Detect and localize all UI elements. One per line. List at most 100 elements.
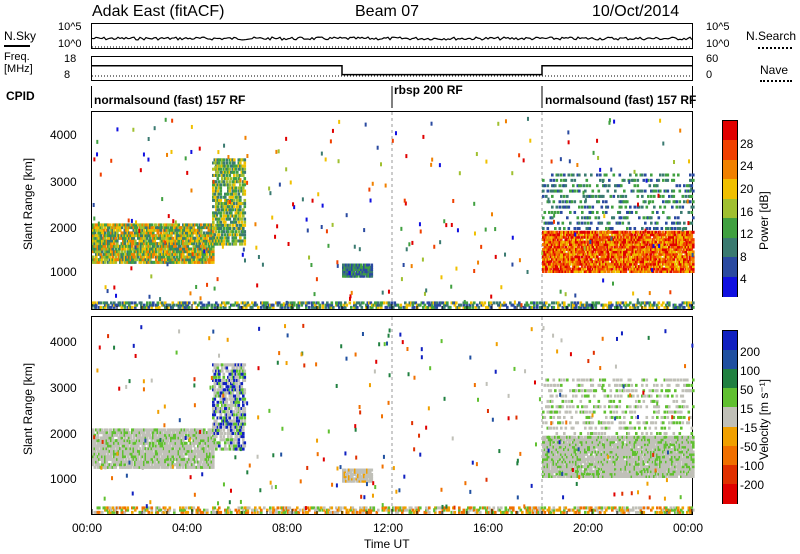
power-echo xyxy=(683,301,686,305)
power-echo xyxy=(370,272,374,276)
power-echo xyxy=(594,257,598,261)
power-echo xyxy=(166,262,169,267)
power-echo xyxy=(165,228,169,232)
power-echo xyxy=(630,260,634,264)
power-echo xyxy=(597,252,601,256)
power-echo xyxy=(354,267,357,271)
power-echo xyxy=(609,240,613,244)
power-echo xyxy=(574,293,577,298)
power-echo xyxy=(543,221,547,225)
power-echo xyxy=(642,250,646,254)
power-echo xyxy=(367,265,371,269)
power-echo xyxy=(542,178,545,182)
power-echo xyxy=(357,270,360,274)
velocity-colorbar xyxy=(722,330,738,504)
power-echo xyxy=(150,247,154,251)
power-echo xyxy=(557,210,560,214)
power-echo xyxy=(552,260,556,264)
power-echo xyxy=(404,301,407,305)
power-echo xyxy=(197,244,200,248)
power-echo xyxy=(536,301,539,305)
velocity-echo xyxy=(105,449,109,453)
power-echo xyxy=(219,202,223,206)
power-echo xyxy=(116,242,119,246)
power-echo xyxy=(639,233,643,237)
power-echo xyxy=(107,250,110,254)
nsky-left-tick-bottom: 10^0 xyxy=(58,38,82,50)
power-echo xyxy=(596,235,599,239)
power-echo xyxy=(125,236,128,240)
power-echo xyxy=(588,230,592,234)
power-echo xyxy=(662,210,665,214)
power-echo xyxy=(215,198,218,202)
power-echo xyxy=(585,303,589,307)
power-echo xyxy=(518,303,521,307)
power-echo xyxy=(660,303,664,307)
power-echo xyxy=(683,233,686,237)
velocity-echo xyxy=(144,447,148,451)
power-echo xyxy=(563,255,566,259)
velocity-echo xyxy=(99,455,103,459)
power-echo xyxy=(663,270,667,274)
power-echo xyxy=(468,305,472,309)
power-echo xyxy=(615,255,619,259)
power-echo xyxy=(677,173,680,177)
power-echo xyxy=(156,236,160,240)
power-echo xyxy=(174,242,178,246)
velocity-echo xyxy=(120,436,124,440)
power-echo xyxy=(511,235,514,240)
power-echo xyxy=(404,305,407,309)
power-echo xyxy=(198,239,202,243)
power-echo xyxy=(564,292,567,297)
power-echo xyxy=(551,235,554,239)
power-echo xyxy=(672,200,676,204)
power-echo xyxy=(657,257,661,261)
power-echo xyxy=(435,305,439,309)
power-echo xyxy=(227,242,230,246)
power-echo xyxy=(174,236,178,240)
colorbar-swatch xyxy=(723,464,737,485)
power-echo xyxy=(681,267,685,271)
power-echo xyxy=(277,149,280,154)
velocity-echo xyxy=(113,460,116,464)
power-echo xyxy=(486,305,490,309)
power-echo xyxy=(641,235,644,239)
power-echo xyxy=(591,252,595,256)
power-echo xyxy=(618,250,622,254)
power-echo xyxy=(147,255,151,259)
velocity-echo xyxy=(95,463,98,467)
power-echo xyxy=(498,303,502,307)
power-echo xyxy=(231,186,235,190)
power-echo xyxy=(558,260,562,264)
power-echo xyxy=(558,270,562,274)
power-echo xyxy=(144,258,148,262)
power-echo xyxy=(105,255,109,259)
power-echo xyxy=(608,247,611,251)
power-echo xyxy=(223,143,226,148)
power-echo xyxy=(422,301,425,305)
power-echo xyxy=(188,228,191,232)
velocity-echo xyxy=(110,436,113,440)
power-echo xyxy=(641,260,644,264)
freq-series-line xyxy=(92,65,692,76)
power-echo xyxy=(162,250,166,254)
power-echo xyxy=(123,234,127,238)
power-echo xyxy=(191,250,194,254)
power-echo xyxy=(563,194,566,198)
power-echo xyxy=(610,167,613,172)
power-echo xyxy=(635,243,638,247)
power-echo xyxy=(629,260,632,264)
power-echo xyxy=(672,265,676,269)
power-echo xyxy=(146,301,149,305)
power-echo xyxy=(168,252,172,256)
power-echo xyxy=(559,289,562,294)
power-echo xyxy=(150,252,154,256)
power-echo xyxy=(540,301,544,305)
power-echo xyxy=(633,305,637,309)
power-echo xyxy=(666,301,670,305)
power-echo xyxy=(225,205,229,209)
power-echo xyxy=(576,260,580,264)
vel-cbar-tick-50: 50 xyxy=(740,383,754,397)
velocity-echo xyxy=(143,460,146,464)
power-echo xyxy=(149,223,152,227)
